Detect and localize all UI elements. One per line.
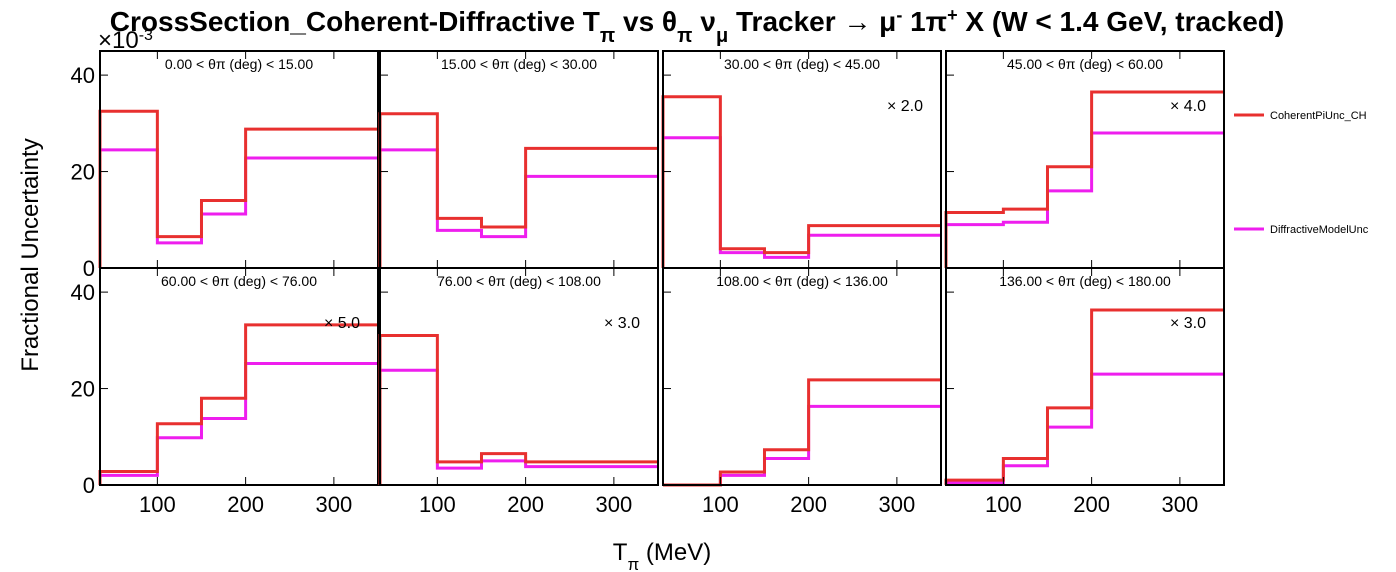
series-line-diffractive-panel-2 bbox=[378, 148, 658, 268]
scale-factor-label: × 4.0 bbox=[1170, 98, 1206, 115]
panel-label: 0.00 < θπ (deg) < 15.00 bbox=[165, 56, 313, 72]
panel-label: 15.00 < θπ (deg) < 30.00 bbox=[441, 56, 597, 72]
panel-1: 0.00 < θπ (deg) < 15.00 bbox=[98, 50, 379, 269]
panel-2: 15.00 < θπ (deg) < 30.00 bbox=[378, 50, 659, 269]
x-axis-title: Tπ (MeV) bbox=[613, 539, 711, 572]
scale-factor-label: × 3.0 bbox=[604, 315, 640, 332]
x-tick-label: 300 bbox=[879, 492, 916, 517]
x-tick-label: 200 bbox=[507, 492, 544, 517]
series-line-coherent-panel-4 bbox=[944, 90, 1224, 268]
panel-label: 60.00 < θπ (deg) < 76.00 bbox=[161, 273, 317, 289]
x-tick-label: 100 bbox=[139, 492, 176, 517]
series-line-diffractive-panel-8 bbox=[944, 372, 1224, 485]
panel-frame bbox=[99, 267, 379, 486]
scale-factor-label: × 5.0 bbox=[324, 315, 360, 332]
x-tick-label: 100 bbox=[702, 492, 739, 517]
legend-entry-1: CoherentPiUnc_CH bbox=[1234, 110, 1367, 122]
panel-label: 30.00 < θπ (deg) < 45.00 bbox=[724, 56, 880, 72]
y-multiplier: ×10-3 bbox=[98, 27, 153, 55]
y-tick-label: 0 bbox=[83, 473, 95, 498]
x-tick-label: 200 bbox=[790, 492, 827, 517]
series-line-diffractive-panel-7 bbox=[663, 404, 941, 487]
panel-frame bbox=[379, 267, 659, 486]
y-tick-label: 40 bbox=[71, 280, 95, 305]
series-line-coherent-panel-7 bbox=[663, 378, 941, 487]
panel-3: 30.00 < θπ (deg) < 45.00 × 2.0 bbox=[661, 50, 942, 269]
legend: CoherentPiUnc_CH DiffractiveModelUnc bbox=[1234, 110, 1369, 236]
series-line-coherent-panel-3 bbox=[661, 95, 941, 268]
panel-label: 108.00 < θπ (deg) < 136.00 bbox=[716, 273, 888, 289]
series-line-diffractive-panel-6 bbox=[378, 368, 658, 485]
series-line-coherent-panel-5 bbox=[98, 323, 378, 485]
axis-ticks: 0 20 40 100 200 300 0 20 40 100 200 300 100 200 300 100… bbox=[71, 63, 1199, 517]
series-line-diffractive-panel-3 bbox=[661, 136, 941, 268]
x-tick-label: 100 bbox=[985, 492, 1022, 517]
x-tick-label: 200 bbox=[227, 492, 264, 517]
legend-label: DiffractiveModelUnc bbox=[1270, 224, 1369, 236]
panel-4: 45.00 < θπ (deg) < 60.00 × 4.0 bbox=[944, 50, 1225, 269]
x-tick-label: 300 bbox=[596, 492, 633, 517]
panel-label: 76.00 < θπ (deg) < 108.00 bbox=[437, 273, 601, 289]
series-line-coherent-panel-8 bbox=[944, 308, 1224, 485]
y-tick-label: 0 bbox=[83, 256, 95, 281]
x-tick-label: 300 bbox=[316, 492, 353, 517]
panel-frame bbox=[662, 267, 942, 486]
panel-grid: 0.00 < θπ (deg) < 15.00 15.00 < θπ (deg) … bbox=[98, 50, 1225, 487]
x-tick-label: 100 bbox=[419, 492, 456, 517]
y-axis-title: Fractional Uncertainty bbox=[17, 138, 44, 371]
scale-factor-label: × 3.0 bbox=[1170, 315, 1206, 332]
series-line-diffractive-panel-4 bbox=[944, 131, 1224, 268]
scale-factor-label: × 2.0 bbox=[887, 98, 923, 115]
legend-label: CoherentPiUnc_CH bbox=[1270, 110, 1367, 122]
panel-frame bbox=[945, 267, 1225, 486]
series-line-diffractive-panel-5 bbox=[98, 361, 378, 485]
legend-entry-2: DiffractiveModelUnc bbox=[1234, 224, 1369, 236]
panel-5: 60.00 < θπ (deg) < 76.00 × 5.0 bbox=[98, 267, 379, 486]
y-tick-label: 40 bbox=[71, 63, 95, 88]
panel-7: 108.00 < θπ (deg) < 136.00 bbox=[662, 267, 942, 487]
panel-6: 76.00 < θπ (deg) < 108.00 × 3.0 bbox=[378, 267, 659, 486]
y-tick-label: 20 bbox=[71, 377, 95, 402]
x-tick-label: 200 bbox=[1073, 492, 1110, 517]
panel-frame bbox=[945, 50, 1225, 269]
series-line-coherent-panel-1 bbox=[98, 109, 378, 268]
panel-label: 136.00 < θπ (deg) < 180.00 bbox=[999, 273, 1171, 289]
panel-8: 136.00 < θπ (deg) < 180.00 × 3.0 bbox=[944, 267, 1225, 486]
x-tick-label: 300 bbox=[1162, 492, 1199, 517]
panel-label: 45.00 < θπ (deg) < 60.00 bbox=[1007, 56, 1163, 72]
chart-title: CrossSection_Coherent-Diffractive Tπ vs … bbox=[110, 5, 1284, 47]
series-line-diffractive-panel-1 bbox=[98, 148, 378, 268]
series-line-coherent-panel-2 bbox=[378, 112, 658, 268]
series-line-coherent-panel-6 bbox=[378, 334, 658, 485]
y-tick-label: 20 bbox=[71, 160, 95, 185]
